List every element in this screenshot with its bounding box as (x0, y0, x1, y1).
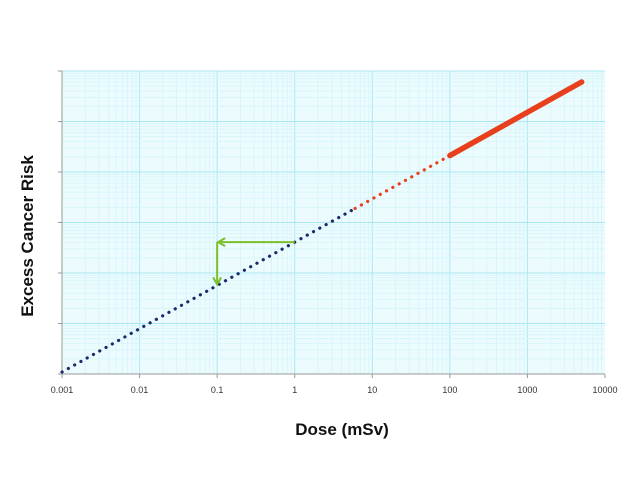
x-tick-label: 10000 (592, 385, 617, 395)
annotation-group (212, 237, 295, 287)
series-line-dotted (60, 206, 357, 374)
x-tick-labels: 0.001 0.01 0.1 1 10 100 1000 10000 (51, 385, 618, 395)
x-tick-label: 1 (292, 385, 297, 395)
x-tick-label: 0.001 (51, 385, 74, 395)
x-tick-label: 0.1 (211, 385, 224, 395)
x-tick-label: 1000 (517, 385, 537, 395)
x-tick-label: 100 (442, 385, 457, 395)
x-tick-label: 10 (367, 385, 377, 395)
x-tick-label: 0.01 (131, 385, 149, 395)
axes (58, 70, 606, 378)
annotation-arrowhead-down (212, 276, 223, 287)
y-axis-title: Excess Cancer Risk (18, 155, 37, 317)
series-group (60, 79, 585, 374)
grid (61, 70, 605, 375)
series-line-solid (447, 79, 585, 159)
x-axis-title: Dose (mSv) (295, 420, 389, 439)
